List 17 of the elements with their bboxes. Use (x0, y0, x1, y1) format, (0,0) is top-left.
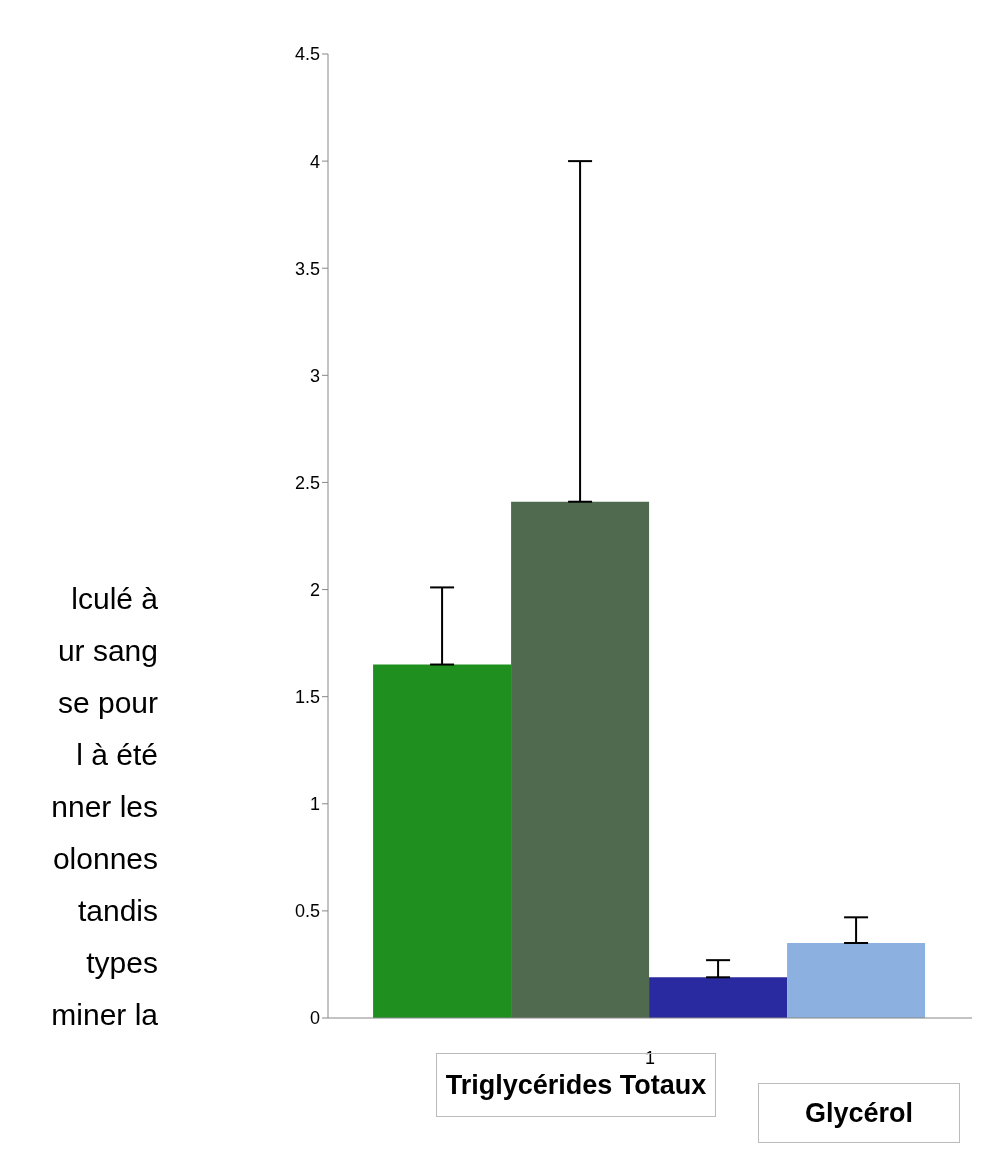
bar (511, 501, 650, 1018)
y-tick-label: 4 (309, 151, 320, 172)
y-tick-label: 2.5 (294, 472, 320, 493)
text: lculé à ur sang se pour l à été nner les olonnes tandis types miner la (51, 582, 158, 1031)
bar (787, 943, 926, 1018)
y-tick-label: 2 (309, 579, 320, 600)
bar (373, 664, 512, 1018)
y-tick-label: 0.5 (294, 901, 320, 922)
text: Glycérol (758, 1083, 960, 1143)
y-tick-label: 1 (309, 794, 320, 815)
y-tick-label: 3 (309, 365, 320, 386)
text: Triglycérides Totaux (445, 1070, 707, 1100)
y-tick-label: 0 (309, 1008, 320, 1029)
y-tick-label: 4.5 (294, 44, 320, 65)
y-tick-label: 1.5 (294, 687, 320, 708)
bar (649, 977, 788, 1018)
y-tick-label: 3.5 (294, 258, 320, 279)
